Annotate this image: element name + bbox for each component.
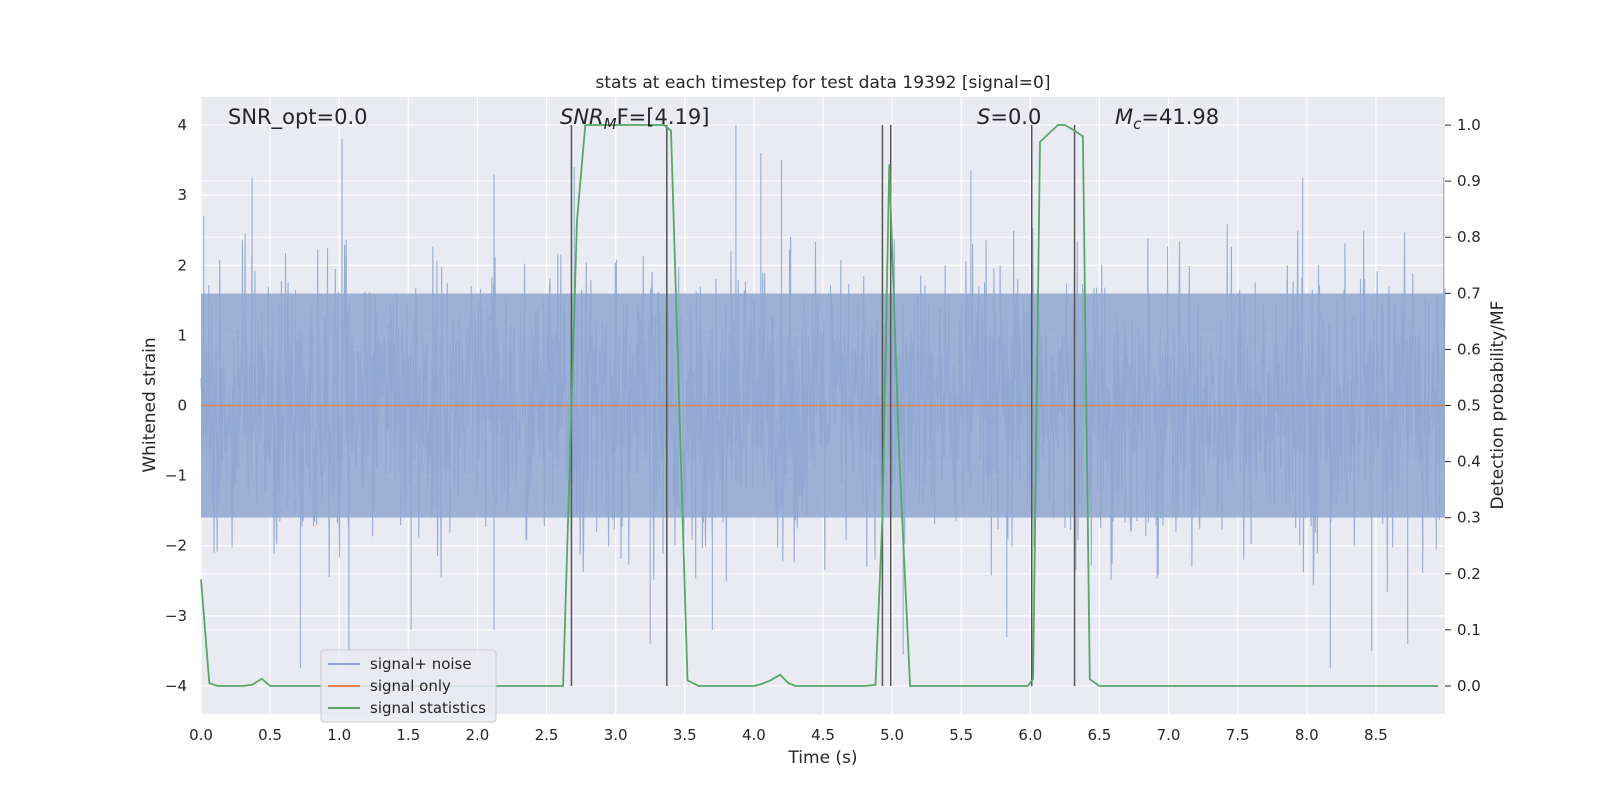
y2-tick-label: 0.2 bbox=[1457, 565, 1481, 583]
annotation-snr-mf-main: SNR bbox=[560, 105, 604, 129]
y-tick-label: 1 bbox=[177, 326, 187, 344]
x-tick-label: 2.0 bbox=[466, 726, 490, 744]
legend-label-signal-statistics: signal statistics bbox=[370, 699, 486, 717]
x-tick-label: 8.5 bbox=[1364, 726, 1388, 744]
x-tick-label: 6.0 bbox=[1018, 726, 1042, 744]
x-tick-label: 6.5 bbox=[1088, 726, 1112, 744]
y2-tick-label: 0.3 bbox=[1457, 509, 1481, 527]
legend-box bbox=[320, 649, 497, 723]
x-tick-label: 7.5 bbox=[1226, 726, 1250, 744]
x-tick-label: 3.5 bbox=[673, 726, 697, 744]
y-tick-label: 0 bbox=[177, 397, 187, 415]
y2-tick-label: 0.4 bbox=[1457, 453, 1481, 471]
y2-tick-label: 0.7 bbox=[1457, 284, 1481, 302]
y-tick-label: 3 bbox=[177, 186, 187, 204]
x-tick-label: 0.5 bbox=[258, 726, 282, 744]
x-tick-label: 7.0 bbox=[1157, 726, 1181, 744]
y-tick-label: 4 bbox=[177, 116, 187, 134]
annotation-s: S=0.0 bbox=[977, 105, 1041, 129]
y-axis-label: Whitened strain bbox=[140, 337, 160, 472]
annotation-mc: Mc=41.98 bbox=[1115, 105, 1219, 133]
y-tick-label: −1 bbox=[165, 467, 187, 485]
x-tick-label: 3.0 bbox=[604, 726, 628, 744]
y2-tick-label: 0.8 bbox=[1457, 228, 1481, 246]
x-tick-label: 2.5 bbox=[535, 726, 559, 744]
annotation-s-var: S bbox=[977, 105, 990, 129]
y2-tick-label: 0.1 bbox=[1457, 621, 1481, 639]
y2-axis-label: Detection probability/MF bbox=[1488, 301, 1508, 510]
annotation-snr-opt: SNR_opt=0.0 bbox=[228, 105, 368, 130]
annotation-mc-sub: c bbox=[1133, 115, 1142, 133]
y2-tick-label: 0.0 bbox=[1457, 677, 1481, 695]
x-tick-label: 5.5 bbox=[949, 726, 973, 744]
chart-title: stats at each timestep for test data 193… bbox=[596, 73, 1051, 93]
annotation-s-rest: =0.0 bbox=[990, 105, 1041, 129]
annotation-snr-mf-sub: M bbox=[604, 115, 617, 133]
legend: signal+ noise signal only signal statist… bbox=[320, 649, 497, 723]
tick-labels: 0.0 0.5 1.0 1.5 2.0 2.5 3.0 3.5 4.0 4.5 5.0 5.5 6.0 6… bbox=[165, 116, 1481, 744]
x-tick-label: 0.0 bbox=[189, 726, 213, 744]
x-tick-label: 4.0 bbox=[742, 726, 766, 744]
annotation-mc-rest: =41.98 bbox=[1141, 105, 1219, 129]
legend-label-signal-only: signal only bbox=[370, 677, 451, 695]
y-tick-label: −2 bbox=[165, 537, 187, 555]
y-tick-label: −4 bbox=[165, 677, 187, 695]
y2-tick-label: 1.0 bbox=[1457, 116, 1481, 134]
y2-tick-label: 0.9 bbox=[1457, 172, 1481, 190]
y-tick-label: −3 bbox=[165, 607, 187, 625]
annotation-snr-mf-rest: F=[4.19] bbox=[617, 105, 710, 129]
y2-tick-label: 0.5 bbox=[1457, 397, 1481, 415]
x-tick-label: 1.5 bbox=[396, 726, 420, 744]
x-tick-label: 5.0 bbox=[880, 726, 904, 744]
x-tick-label: 1.0 bbox=[327, 726, 351, 744]
x-axis-label: Time (s) bbox=[787, 748, 857, 768]
vertical-markers bbox=[570, 125, 1076, 686]
annotation-snr-mf: SNRMF=[4.19] bbox=[560, 105, 709, 133]
x-tick-label: 8.0 bbox=[1295, 726, 1319, 744]
legend-label-signal-noise: signal+ noise bbox=[370, 655, 472, 673]
x-tick-label: 4.5 bbox=[811, 726, 835, 744]
y2-tick-label: 0.6 bbox=[1457, 340, 1481, 358]
annotation-mc-var: M bbox=[1115, 105, 1133, 129]
y-tick-label: 2 bbox=[177, 256, 187, 274]
